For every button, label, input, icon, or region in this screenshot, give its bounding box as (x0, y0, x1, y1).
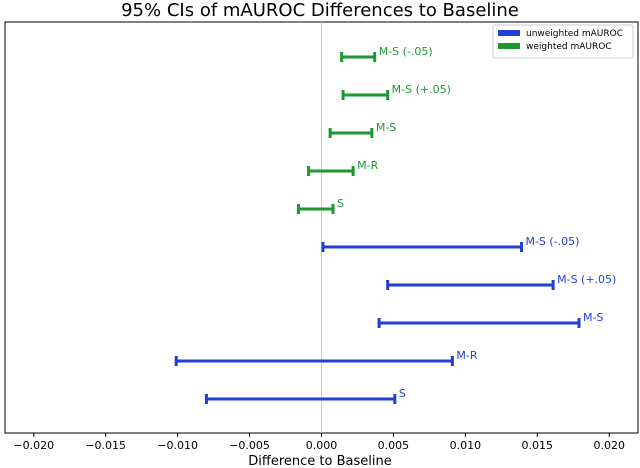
legend-label: weighted mAUROC (526, 42, 612, 52)
x-tick-label: −0.015 (85, 439, 126, 452)
ci-bar: M-S (328, 121, 396, 138)
ci-bar: M-S (+.05) (386, 273, 616, 290)
ci-bar: M-S (-.05) (340, 45, 433, 62)
x-tick-label: 0.010 (450, 439, 482, 452)
ci-bar: M-S (+.05) (341, 83, 451, 100)
x-axis-ticks: −0.020 −0.015 −0.010 −0.005 0.000 0.005 0.010 0… (13, 433, 625, 452)
x-tick-label: 0.015 (522, 439, 554, 452)
ci-bar-label: M-R (357, 159, 378, 172)
legend-box (492, 24, 634, 59)
confidence-intervals: M-S (-.05) M-S (+.05) M-S M-R S M-S (-.05) M-S… (174, 45, 616, 404)
legend-swatch (498, 43, 520, 49)
x-tick-label: 0.005 (378, 439, 410, 452)
legend-label: unweighted mAUROC (526, 29, 623, 39)
ci-bar: M-R (307, 159, 379, 176)
x-axis-label: Difference to Baseline (248, 454, 391, 468)
ci-bar: M-R (174, 349, 478, 366)
ci-bar-label: M-S (+.05) (557, 273, 616, 286)
ci-bar-label: M-S (583, 311, 603, 324)
chart-title: 95% CIs of mAUROC Differences to Baselin… (121, 0, 519, 21)
ci-bar-label: M-S (376, 121, 396, 134)
x-tick-label: 0.000 (306, 439, 338, 452)
x-tick-label: −0.020 (13, 439, 54, 452)
ci-bar-label: S (337, 197, 344, 210)
ci-bar-label: M-R (456, 349, 477, 362)
ci-bar-label: M-S (-.05) (379, 45, 433, 58)
legend: unweighted mAUROC weighted mAUROC (492, 24, 634, 59)
ci-bar: M-S (-.05) (321, 235, 579, 252)
ci-bar: S (204, 387, 406, 404)
x-tick-label: −0.010 (157, 439, 198, 452)
x-tick-label: −0.005 (229, 439, 270, 452)
ci-bar-label: M-S (+.05) (392, 83, 451, 96)
ci-bar: M-S (377, 311, 603, 328)
ci-bar-label: S (399, 387, 406, 400)
ci-bar-label: M-S (-.05) (525, 235, 579, 248)
ci-bar: S (296, 197, 344, 214)
x-tick-label: 0.020 (593, 439, 625, 452)
legend-swatch (498, 30, 520, 36)
